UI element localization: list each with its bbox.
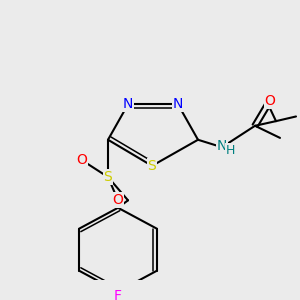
Text: N: N [173, 98, 183, 111]
Text: O: O [76, 153, 87, 167]
Text: H: H [226, 143, 235, 157]
Text: N: N [123, 98, 133, 111]
Text: S: S [148, 159, 156, 173]
Text: N: N [217, 139, 227, 153]
Text: F: F [114, 289, 122, 300]
Text: O: O [265, 94, 275, 108]
Text: S: S [103, 170, 112, 184]
Text: O: O [112, 193, 123, 207]
